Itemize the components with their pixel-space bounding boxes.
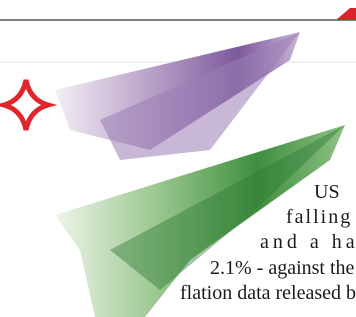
star-icon — [4, 80, 48, 130]
text-line: flation data released by Stat — [180, 281, 356, 305]
page: US falling and a hal 2.1% - against the … — [0, 0, 356, 317]
text-line: and a hal — [260, 230, 356, 254]
text-line: US — [314, 180, 340, 204]
text-line: 2.1% - against the — [210, 256, 354, 280]
text-line: falling — [286, 205, 352, 229]
red-corner — [336, 8, 356, 20]
